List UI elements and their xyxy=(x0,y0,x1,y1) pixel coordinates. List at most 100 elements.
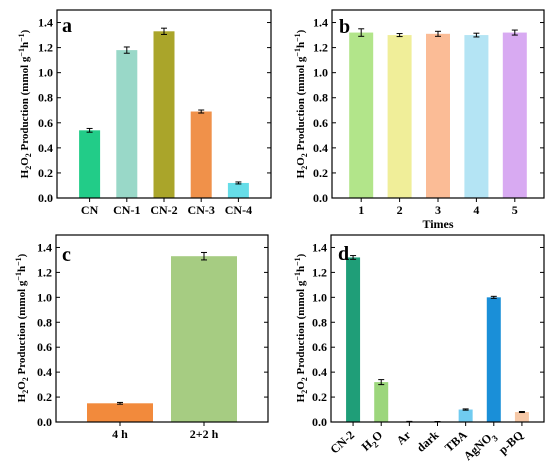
ytick-label-b-7: 1.4 xyxy=(313,16,328,30)
ytick-label-b-6: 1.2 xyxy=(313,41,328,55)
error-bar-d-1 xyxy=(350,255,357,260)
ytick-label-a-4: 0.8 xyxy=(38,91,53,105)
bar-a-5 xyxy=(227,182,249,198)
ytick-label-c-5: 1.0 xyxy=(37,290,52,304)
error-bar-d-5 xyxy=(462,408,469,411)
xtick-label-d-3: dark xyxy=(414,428,442,455)
y-axis-label-b: H2O2 Production (mmol g−1h−1) xyxy=(293,29,309,178)
error-bar-a-3 xyxy=(161,27,167,35)
bar-b-1 xyxy=(349,32,374,199)
bar-d-7 xyxy=(514,412,529,422)
xtick-label-b-2: 3 xyxy=(435,203,441,217)
bar-b-3 xyxy=(426,33,450,199)
panel-c: 0.0 0.2 0.4 0.6 0.8 1.0 1.2 1.4 4 h 2+2 h H2O2 Pro… xyxy=(14,234,269,441)
ytick-label-c-4: 0.8 xyxy=(37,315,52,329)
bar-c-2 xyxy=(171,256,237,422)
xtick-label-c-0: 4 h xyxy=(112,427,128,441)
bar-d-6 xyxy=(486,297,501,422)
x-axis-label-b: Times xyxy=(422,217,453,231)
ytick-label-a-5: 1.0 xyxy=(38,66,53,80)
ytick-label-a-6: 1.2 xyxy=(38,41,53,55)
ytick-label-c-0: 0.0 xyxy=(37,415,52,429)
plot-frame-d xyxy=(330,234,545,423)
error-bar-a-1 xyxy=(86,127,93,133)
panel-label-b: b xyxy=(339,16,350,38)
error-bar-d-7 xyxy=(518,411,525,414)
xtick-label-a-0: CN xyxy=(81,203,99,217)
ytick-label-d-7: 1.4 xyxy=(312,240,327,254)
ytick-label-d-3: 0.6 xyxy=(312,340,327,354)
error-bar-c-2 xyxy=(201,251,207,261)
bar-c-1 xyxy=(87,403,153,422)
xtick-label-d-2: Ar xyxy=(394,427,414,447)
xtick-label-c-1: 2+2 h xyxy=(190,427,219,441)
ytick-label-d-1: 0.2 xyxy=(312,390,327,404)
error-bar-b-4 xyxy=(473,32,480,38)
error-bar-c-1 xyxy=(117,401,123,405)
xtick-label-d-1: H2O xyxy=(359,428,388,456)
ytick-label-c-7: 1.4 xyxy=(37,240,52,254)
xtick-label-d-6: p-BQ xyxy=(496,428,526,457)
bar-b-5 xyxy=(502,32,527,199)
xtick-label-b-4: 5 xyxy=(512,203,518,217)
xtick-label-a-3: CN-3 xyxy=(188,203,215,217)
y-axis-label-c: H2O2 Production (mmol g−1h−1) xyxy=(14,253,30,402)
panel-a: 0.0 0.2 0.4 0.6 0.8 1.0 1.2 1.4 CN CN-1 CN-2 CN-3 CN… xyxy=(17,9,272,217)
xtick-label-b-0: 1 xyxy=(358,203,364,217)
ytick-label-c-1: 0.2 xyxy=(37,390,52,404)
ytick-label-d-6: 1.2 xyxy=(312,265,327,279)
ytick-label-c-6: 1.2 xyxy=(37,265,52,279)
ytick-label-c-3: 0.6 xyxy=(37,340,52,354)
ytick-label-b-0: 0.0 xyxy=(313,191,328,205)
ytick-label-a-7: 1.4 xyxy=(38,16,53,30)
panel-label-d: d xyxy=(338,243,349,265)
xtick-label-a-4: CN-4 xyxy=(225,203,252,217)
error-bar-b-3 xyxy=(435,30,441,37)
ytick-label-b-1: 0.2 xyxy=(313,166,328,180)
error-bar-b-5 xyxy=(511,29,518,36)
xtick-label-d-5: AgNO3 xyxy=(461,427,500,465)
y-axis-label-d: H2O2 Production (mmol g−1h−1) xyxy=(293,253,309,402)
ytick-label-a-0: 0.0 xyxy=(38,191,53,205)
ytick-label-d-2: 0.4 xyxy=(312,365,327,379)
error-bar-b-2 xyxy=(396,33,403,38)
ytick-label-d-4: 0.8 xyxy=(312,315,327,329)
error-bar-a-4 xyxy=(198,109,205,114)
ytick-label-c-2: 0.4 xyxy=(37,365,52,379)
ytick-label-b-4: 0.8 xyxy=(313,91,328,105)
ytick-label-a-3: 0.6 xyxy=(38,116,53,130)
xtick-label-d-0: CN-2 xyxy=(327,428,357,457)
xtick-label-b-3: 4 xyxy=(473,203,479,217)
ytick-label-a-1: 0.2 xyxy=(38,166,53,180)
error-bar-a-2 xyxy=(123,46,130,54)
bar-a-2 xyxy=(116,50,138,199)
y-axis-label-a: H2O2 Production (mmol g−1h−1) xyxy=(17,29,33,178)
panel-label-c: c xyxy=(62,244,71,266)
ytick-label-d-0: 0.0 xyxy=(312,415,327,429)
ytick-label-b-2: 0.4 xyxy=(313,141,328,155)
xtick-label-a-2: CN-2 xyxy=(150,203,177,217)
bar-d-1 xyxy=(346,257,361,422)
bar-b-4 xyxy=(464,35,489,198)
panel-b: 0.0 0.2 0.4 0.6 0.8 1.0 1.2 1.4 1 2 3 4 5 Times H2O2 P… xyxy=(293,9,545,231)
bar-a-3 xyxy=(153,31,175,198)
error-bar-b-1 xyxy=(358,28,365,37)
error-bar-a-5 xyxy=(235,181,242,185)
xtick-label-b-1: 2 xyxy=(397,203,403,217)
ytick-label-a-2: 0.4 xyxy=(38,141,53,155)
ytick-label-b-5: 1.0 xyxy=(313,66,328,80)
bar-d-5 xyxy=(458,409,473,422)
plot-frame-c xyxy=(55,234,269,423)
panel-d: 0.00.20.40.60.81.01.21.4CN-2 H2O Ar dark TBA… xyxy=(293,234,545,465)
bar-d-2 xyxy=(374,382,389,422)
bar-b-2 xyxy=(387,35,412,198)
bar-a-1 xyxy=(79,130,101,198)
bar-a-4 xyxy=(190,111,212,198)
ytick-label-d-5: 1.0 xyxy=(312,290,327,304)
ytick-label-b-3: 0.6 xyxy=(313,116,328,130)
xtick-label-a-1: CN-1 xyxy=(113,203,140,217)
panel-label-a: a xyxy=(62,15,72,37)
error-bar-d-2 xyxy=(378,379,385,386)
error-bar-d-6 xyxy=(490,295,497,299)
